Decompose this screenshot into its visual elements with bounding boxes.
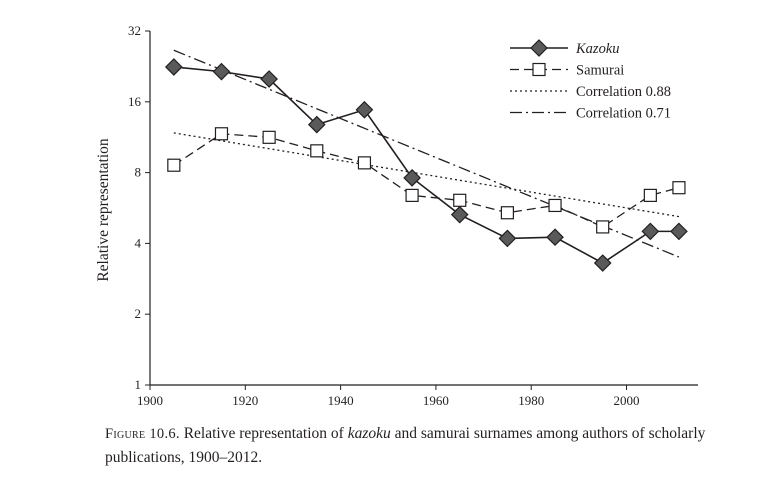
x-tick-label: 1960 (423, 393, 449, 408)
data-point (546, 228, 564, 247)
data-point (310, 144, 324, 158)
figure-caption: Figure 10.6. Relative representation of … (105, 422, 745, 470)
series-kazoku (164, 58, 688, 272)
x-tick-label: 2000 (614, 393, 640, 408)
legend-entry: Samurai (510, 63, 624, 79)
data-point (307, 115, 326, 134)
data-point (212, 62, 231, 81)
series-correlation-0-88 (173, 132, 680, 218)
y-axis-title: Relative representation (95, 138, 112, 282)
data-point (164, 58, 183, 76)
legend-entry: Correlation 0.88 (510, 84, 671, 100)
series-line (173, 133, 680, 228)
series-samurai (167, 127, 686, 234)
data-point (596, 220, 610, 234)
data-point (670, 222, 688, 241)
series-line (173, 132, 680, 218)
series-line (173, 49, 680, 258)
data-point (548, 198, 562, 213)
data-point (672, 181, 686, 195)
data-point (357, 156, 372, 170)
x-tick-label: 1900 (137, 393, 163, 408)
data-point (641, 222, 660, 241)
caption-label: Figure 10.6. (105, 426, 180, 442)
series-line (173, 66, 679, 264)
chart: 1900 1920 1940 1960 1980 2000 1 2 4 8 16 32 Relative… (95, 23, 698, 408)
legend-label: Correlation 0.88 (576, 84, 671, 100)
data-point (450, 205, 469, 224)
y-tick-label: 8 (135, 165, 142, 180)
data-point (593, 254, 612, 272)
data-point (498, 229, 517, 248)
y-tick-label: 16 (128, 94, 142, 109)
legend-entry: Correlation 0.71 (510, 106, 671, 122)
data-point (260, 70, 278, 88)
data-point (355, 100, 374, 119)
data-point (214, 127, 229, 141)
caption-text-1: Relative representation of (179, 425, 348, 442)
legend-label: Correlation 0.71 (576, 106, 671, 122)
data-point (262, 130, 276, 144)
legend-label: Samurai (576, 63, 624, 79)
legend: Kazoku Samurai Correlation 0.88 Correlation… (510, 39, 671, 122)
legend-label: Kazoku (575, 41, 620, 57)
y-tick-label: 4 (135, 235, 142, 250)
axes: 1900 1920 1940 1960 1980 2000 1 2 4 8 16 32 Relative… (95, 23, 698, 408)
x-tick-label: 1940 (328, 393, 354, 408)
data-point (643, 188, 657, 202)
legend-swatch-marker (532, 62, 546, 77)
y-tick-label: 2 (135, 306, 142, 321)
series-layer (164, 49, 688, 272)
data-point (403, 168, 421, 187)
data-point (500, 206, 514, 220)
x-tick-label: 1980 (518, 393, 544, 408)
y-tick-label: 32 (128, 23, 141, 38)
caption-text-2: and samurai surnames among authors of sc… (105, 425, 706, 466)
data-point (405, 188, 419, 202)
legend-swatch-marker (530, 39, 548, 57)
caption-italic-term: kazoku (347, 425, 391, 442)
y-tick-label: 1 (135, 377, 142, 392)
data-point (167, 158, 181, 172)
legend-entry: Kazoku (510, 39, 620, 57)
data-point (453, 193, 467, 207)
x-tick-label: 1920 (232, 393, 258, 408)
series-correlation-0-71 (173, 49, 680, 258)
